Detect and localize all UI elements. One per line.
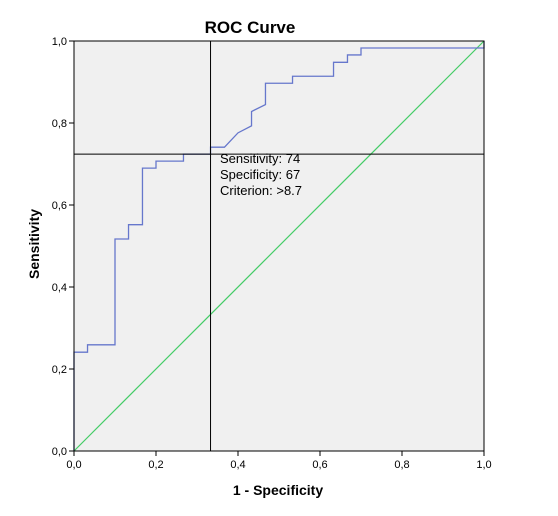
chart-title: ROC Curve (205, 18, 296, 37)
plot-frame (73, 40, 485, 452)
x-tick-label: 1,0 (476, 459, 491, 471)
x-tick-label: 0,2 (148, 459, 163, 471)
annotation-line-criterion: Criterion: >8.7 (220, 183, 302, 198)
annotation-line-sensitivity: Sensitivity: 74 (220, 151, 300, 166)
x-axis-label: 1 - Specificity (233, 482, 323, 498)
y-tick-label: 0,2 (52, 364, 67, 376)
diagonal-reference-line (73, 40, 485, 452)
x-tick-label: 0,0 (66, 459, 81, 471)
x-tick-label: 0,8 (394, 459, 409, 471)
x-tick-label: 0,6 (312, 459, 327, 471)
y-axis-label: Sensitivity (26, 209, 42, 279)
y-tick-label: 0,4 (52, 282, 67, 294)
y-tick-label: 0,6 (52, 200, 67, 212)
annotation-line-specificity: Specificity: 67 (220, 167, 300, 182)
y-tick-label: 1,0 (52, 36, 67, 48)
y-tick-label: 0,0 (52, 446, 67, 458)
x-tick-label: 0,4 (230, 459, 245, 471)
cutoff-annotation: Sensitivity: 74 Specificity: 67 Criterio… (220, 151, 302, 198)
y-tick-label: 0,8 (52, 118, 67, 130)
